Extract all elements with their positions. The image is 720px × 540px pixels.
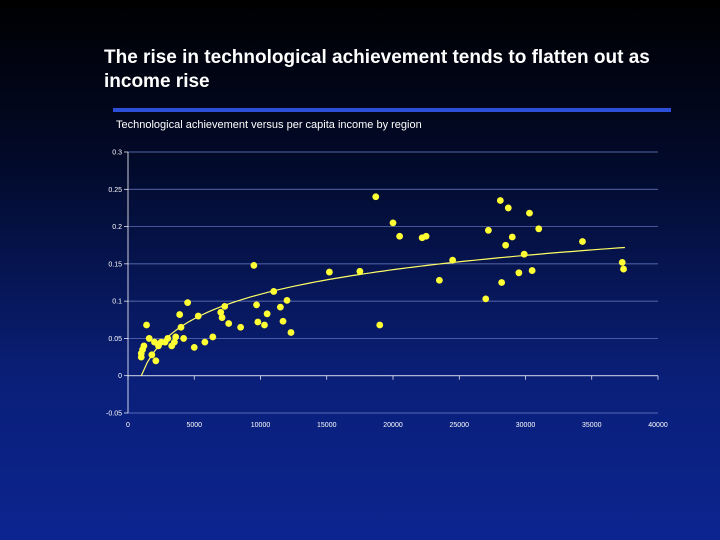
data-point <box>237 323 245 331</box>
x-tick-label: 35000 <box>582 422 602 429</box>
x-tick-label: 15000 <box>317 422 337 429</box>
slide-title-line-2: income rise <box>104 71 210 92</box>
data-point <box>152 357 160 365</box>
data-point <box>508 233 516 241</box>
data-point <box>482 295 490 303</box>
axes <box>127 152 658 413</box>
data-point <box>485 226 492 234</box>
y-tick-label: 0.2 <box>112 224 122 231</box>
y-tick-label: 0.05 <box>108 336 122 343</box>
data-point <box>376 321 384 329</box>
y-tick-label: -0.05 <box>106 411 122 418</box>
data-point <box>253 301 260 309</box>
chart-title: Technological achievement versus per cap… <box>116 119 422 131</box>
y-tick-label: 0.3 <box>112 150 122 157</box>
data-point <box>194 312 202 320</box>
slide-title-line-1: The rise in technological achievement te… <box>104 47 650 68</box>
data-point <box>254 318 262 326</box>
data-point <box>356 267 364 275</box>
data-point <box>225 320 233 327</box>
data-point <box>190 343 198 351</box>
data-point <box>515 269 523 277</box>
slide-title: The rise in technological achievement te… <box>104 46 694 94</box>
x-tick-label: 0 <box>126 422 130 429</box>
trendline-group <box>140 246 625 376</box>
data-point <box>435 276 443 284</box>
data-point <box>140 342 148 350</box>
title-underline <box>113 108 671 112</box>
data-point <box>279 317 287 325</box>
data-point <box>498 279 506 286</box>
x-tick-label: 40000 <box>648 422 668 429</box>
data-point <box>283 296 291 304</box>
data-point <box>502 241 510 249</box>
data-point <box>579 238 586 245</box>
data-point <box>526 209 533 217</box>
data-point <box>221 302 229 310</box>
trendline <box>140 246 625 376</box>
data-point <box>164 335 172 342</box>
data-point <box>504 204 512 212</box>
y-axis-ticks: 0.3 0.25 0.2 0.15 0.1 0.05 0 -0.05 <box>106 150 128 418</box>
x-tick-label: 30000 <box>516 422 536 429</box>
data-point <box>422 232 430 240</box>
data-point <box>184 299 192 307</box>
x-tick-label: 10000 <box>251 422 271 429</box>
data-points <box>137 193 627 365</box>
x-tick-label: 25000 <box>450 422 470 429</box>
data-point <box>270 288 278 295</box>
data-point <box>528 267 536 274</box>
y-tick-label: 0 <box>118 373 122 380</box>
data-point <box>170 338 178 346</box>
data-point <box>218 314 226 321</box>
data-point <box>180 335 188 342</box>
data-point <box>372 193 380 201</box>
data-point <box>389 219 397 227</box>
data-point <box>520 250 528 258</box>
data-point <box>276 303 284 311</box>
data-point <box>396 232 404 240</box>
data-point <box>148 351 156 359</box>
y-tick-label: 0.25 <box>108 187 122 194</box>
data-point <box>287 329 295 336</box>
data-point <box>496 197 504 204</box>
data-point <box>217 308 225 316</box>
data-point <box>145 335 153 342</box>
data-point <box>618 258 626 266</box>
data-point <box>176 311 184 318</box>
data-point <box>326 268 333 276</box>
x-axis-ticks: 0 5000 10000 15000 20000 25000 30000 35000 40000 <box>126 375 668 429</box>
data-point <box>535 225 543 233</box>
data-point <box>201 338 209 346</box>
data-point <box>209 333 217 341</box>
data-point <box>143 321 150 329</box>
y-tick-label: 0.15 <box>108 261 122 268</box>
data-point <box>263 310 271 318</box>
x-tick-label: 5000 <box>186 422 202 429</box>
data-point <box>172 333 180 341</box>
gridlines <box>128 151 658 414</box>
data-point <box>177 323 185 331</box>
data-point <box>261 321 268 329</box>
y-tick-label: 0.1 <box>112 299 122 306</box>
data-point <box>449 256 457 264</box>
data-point <box>620 265 627 273</box>
data-point <box>250 261 258 269</box>
x-tick-label: 20000 <box>383 422 403 429</box>
